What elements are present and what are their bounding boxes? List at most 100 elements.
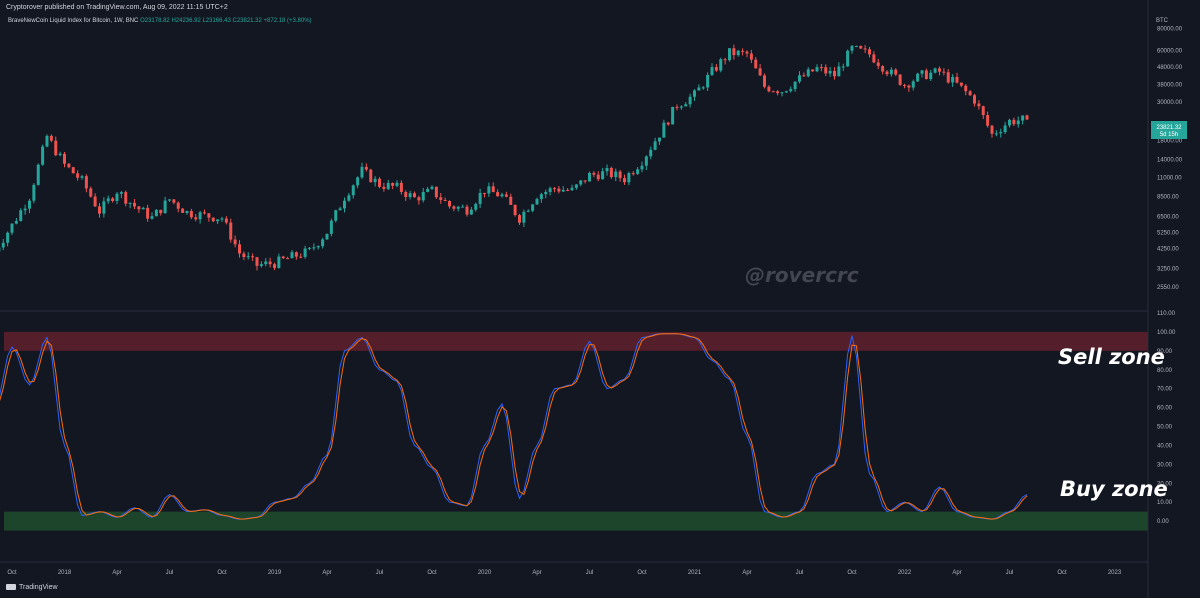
current-price-value: 23821.32 [1156, 125, 1182, 131]
candle-body [872, 54, 876, 63]
candle-body [378, 178, 381, 187]
candle-body [426, 188, 430, 192]
candle-body [951, 76, 955, 83]
candle-body [574, 184, 578, 188]
candle-countdown: 5d 15h [1160, 132, 1178, 138]
symbol-legend[interactable]: BraveNewCoin Liquid Index for Bitcoin, 1… [8, 18, 312, 24]
candle-body [264, 261, 268, 265]
candle-body [351, 185, 355, 196]
candle-body [163, 200, 167, 214]
candle-body [776, 91, 780, 94]
candle-body [784, 91, 788, 93]
candle-body [924, 70, 928, 80]
candle-body [203, 212, 206, 214]
candle-body [19, 210, 23, 221]
candle-body [469, 209, 473, 215]
price-tick-label: 14000.00 [1157, 157, 1183, 163]
candle-body [977, 103, 981, 107]
price-tick-label: 3250.00 [1157, 267, 1179, 273]
candle-body [54, 140, 58, 156]
candle-body [71, 167, 75, 174]
candle-body [224, 218, 228, 223]
candle-body [592, 172, 596, 175]
candle-body [456, 206, 460, 209]
candle-body [990, 125, 994, 134]
candle-body [504, 194, 508, 197]
price-tick-label: 8500.00 [1157, 195, 1179, 201]
candle-body [181, 208, 185, 213]
candle-body [255, 257, 259, 266]
candle-body [443, 199, 447, 201]
price-tick-label: 30000.00 [1157, 100, 1183, 106]
candle-body [811, 69, 815, 72]
candle-body [233, 239, 237, 245]
brand-label: TradingView [19, 584, 58, 591]
candle-body [802, 75, 806, 77]
candle-body [395, 182, 399, 186]
brand[interactable]: TradingView [6, 584, 58, 591]
watermark: @rovercrc [745, 263, 859, 287]
candle-body [124, 192, 128, 204]
candle-body [964, 85, 968, 92]
candle-body [391, 183, 395, 186]
candle-body [679, 106, 683, 108]
candle-body [570, 187, 574, 191]
osc-tick-label: 50.00 [1157, 425, 1173, 431]
candle-body [273, 264, 276, 268]
candle-body [277, 256, 281, 268]
candle-body [518, 215, 521, 223]
candle-body [1025, 115, 1029, 120]
time-tick-label: Jul [166, 570, 174, 576]
candle-body [185, 210, 189, 213]
candle-body [942, 71, 946, 73]
candle-body [106, 198, 110, 202]
oscillator [0, 333, 1028, 520]
time-tick-label: 2020 [478, 570, 492, 576]
osc-tick-label: 30.00 [1157, 462, 1173, 468]
candle-body [732, 48, 736, 56]
candle-body [128, 202, 132, 204]
candle-body [93, 196, 97, 207]
candle-body [133, 202, 136, 207]
candle-body [841, 66, 845, 68]
osc-tick-label: 0.00 [1157, 519, 1169, 525]
candle-body [14, 220, 18, 224]
candle-body [312, 247, 316, 249]
price-tick-label: 5250.00 [1157, 231, 1179, 237]
time-tick-label: Oct [1057, 570, 1067, 576]
candle-body [58, 153, 62, 156]
candle-body [268, 261, 272, 265]
candle-body [885, 71, 889, 75]
candle-body [1012, 119, 1016, 125]
candle-body [824, 67, 828, 74]
candle-body [102, 201, 106, 214]
candle-body [189, 210, 193, 218]
time-tick-label: Oct [637, 570, 647, 576]
candle-body [793, 81, 797, 90]
candle-body [211, 217, 215, 222]
candle-body [41, 146, 45, 165]
time-tick-label: Jul [376, 570, 384, 576]
candle-body [49, 135, 53, 141]
candle-body [627, 173, 631, 183]
candle-body [837, 66, 841, 77]
candle-body [67, 163, 71, 168]
candle-body [719, 59, 723, 71]
time-tick-label: 2022 [898, 570, 912, 576]
time-tick-label: 2021 [688, 570, 702, 576]
candle-body [98, 206, 101, 214]
time-tick-label: Apr [112, 570, 121, 576]
candle-body [981, 106, 985, 116]
candle-body [819, 67, 823, 69]
candle-body [338, 208, 342, 211]
candle-body [911, 81, 915, 88]
candle-body [903, 84, 906, 86]
candle-body [290, 252, 294, 259]
candle-body [588, 172, 591, 182]
candle-body [343, 200, 346, 209]
candle-body [115, 193, 119, 201]
candle-body [736, 50, 740, 56]
candle-body [421, 191, 425, 201]
time-tick-label: Apr [532, 570, 541, 576]
